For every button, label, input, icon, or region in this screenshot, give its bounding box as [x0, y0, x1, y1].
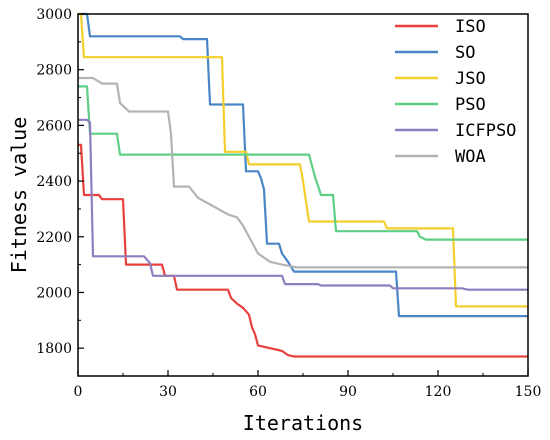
x-tick-label: 150	[515, 384, 542, 400]
series-line-iso	[78, 143, 528, 358]
y-tick-label: 2400	[36, 174, 72, 190]
x-tick-label: 60	[249, 384, 267, 400]
legend-label-iso: ISO	[455, 17, 486, 37]
series-line-icfpso	[78, 118, 528, 291]
legend-label-icfpso: ICFPSO	[455, 121, 516, 141]
series-line-pso	[78, 85, 528, 241]
axis-ticks: 0 30 60 90 120 150 1800 2000 2200 2400 2600 2800 300…	[36, 7, 541, 400]
series-line-so	[78, 12, 528, 318]
legend-label-so: SO	[455, 43, 475, 63]
legend-label-woa: WOA	[455, 147, 486, 167]
legend-label-jso: JSO	[455, 69, 486, 89]
plot-lines	[78, 12, 528, 358]
x-tick-label: 0	[74, 384, 83, 400]
y-tick-label: 1800	[36, 341, 72, 357]
y-tick-label: 2600	[36, 118, 72, 134]
y-tick-label: 2000	[36, 285, 72, 301]
x-tick-label: 120	[425, 384, 452, 400]
y-tick-label: 2800	[36, 63, 72, 79]
y-tick-label: 3000	[36, 7, 72, 23]
legend-label-pso: PSO	[455, 95, 486, 115]
y-axis-title: Fitness value	[7, 117, 31, 274]
y-tick-label: 2200	[36, 230, 72, 246]
x-axis-title: Iterations	[243, 411, 363, 435]
x-tick-label: 90	[339, 384, 357, 400]
legend: ISO SO JSO PSO ICFPSO WOA	[395, 17, 516, 167]
x-tick-label: 30	[159, 384, 177, 400]
series-line-jso	[78, 12, 528, 308]
series-line-woa	[78, 76, 528, 269]
